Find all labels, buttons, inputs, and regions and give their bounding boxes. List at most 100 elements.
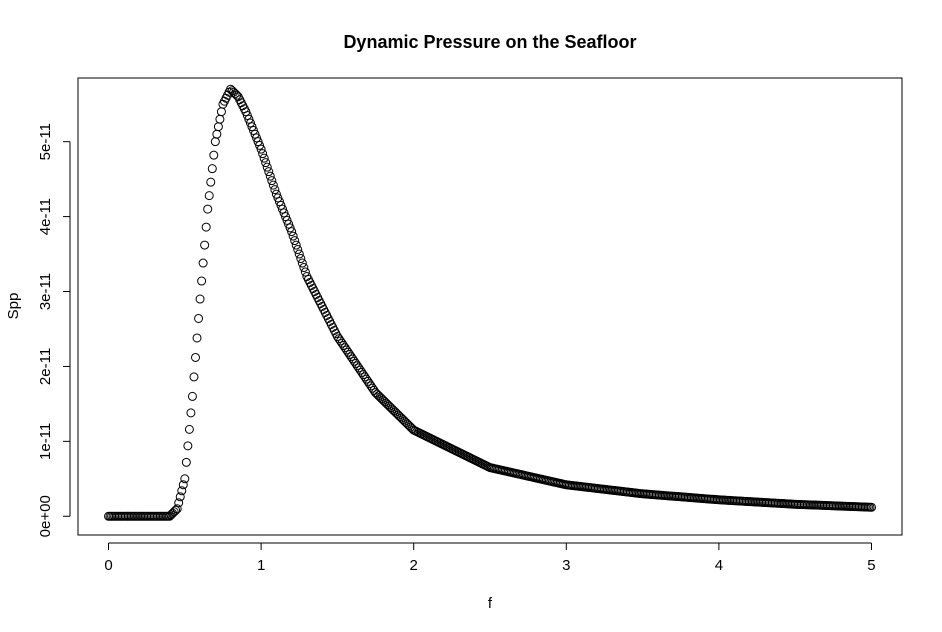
data-point: [169, 507, 179, 517]
data-point: [380, 397, 390, 407]
data-point: [187, 391, 197, 401]
x-tick-label: 1: [257, 557, 265, 574]
data-point: [184, 424, 194, 434]
data-point: [401, 418, 411, 428]
data-point: [203, 204, 213, 214]
data-point: [337, 338, 347, 348]
data-point: [293, 245, 303, 255]
data-point: [262, 162, 272, 172]
data-point: [358, 370, 368, 380]
data-point: [227, 86, 237, 96]
data-point: [287, 227, 297, 237]
x-axis: 0 1 2 3 4 5: [104, 542, 876, 574]
data-point: [297, 258, 307, 268]
x-tick-label: 0: [104, 557, 112, 574]
data-point: [212, 129, 222, 139]
data-point: [387, 404, 397, 414]
y-axis: 0e+00 1e-11 2e-11 3e-11 4e-11 5e-11: [37, 123, 71, 537]
data-point: [343, 347, 353, 357]
y-axis-label: Spp: [5, 293, 22, 320]
x-tick-label: 5: [867, 557, 875, 574]
plot-frame: [77, 77, 903, 536]
data-point: [378, 395, 388, 405]
data-point: [300, 267, 310, 277]
data-point: [259, 153, 269, 163]
data-point: [229, 87, 239, 97]
data-point: [404, 421, 414, 431]
data-point: [866, 502, 876, 512]
data-point: [206, 177, 216, 187]
data-point: [374, 391, 384, 401]
data-point: [354, 363, 364, 373]
data-point: [355, 365, 365, 375]
data-point: [181, 457, 191, 467]
data-point: [166, 510, 176, 520]
data-point: [360, 372, 370, 382]
y-tick-label: 4e-11: [37, 198, 54, 235]
data-point: [395, 412, 405, 422]
data-point: [267, 176, 277, 186]
data-point: [171, 505, 181, 515]
data-point: [334, 334, 344, 344]
data-point: [290, 236, 300, 246]
data-point: [368, 383, 377, 393]
data-point: [389, 406, 399, 416]
data-point: [345, 349, 355, 359]
y-tick-label: 5e-11: [37, 123, 54, 160]
data-point: [195, 294, 205, 304]
data-point: [258, 149, 268, 159]
data-point: [209, 150, 219, 160]
data-point: [348, 354, 358, 364]
data-point: [210, 137, 220, 147]
data-point: [232, 90, 242, 100]
data-point: [270, 185, 280, 195]
data-point: [397, 413, 406, 423]
data-point: [332, 331, 342, 341]
data-point: [183, 441, 193, 451]
data-point: [403, 419, 413, 429]
data-point: [390, 407, 400, 417]
data-point: [340, 343, 350, 353]
y-tick-label: 0e+00: [37, 495, 54, 537]
data-point: [335, 336, 345, 346]
data-point: [393, 410, 403, 420]
data-point: [342, 345, 352, 355]
data-point: [349, 356, 359, 366]
data-point: [213, 122, 223, 132]
data-point: [372, 389, 382, 399]
data-point: [361, 374, 371, 384]
y-tick-label: 1e-11: [37, 423, 54, 460]
data-point: [192, 333, 202, 343]
data-point: [215, 114, 225, 124]
data-point: [346, 352, 356, 362]
y-tick-label: 2e-11: [37, 348, 54, 385]
data-point: [288, 231, 298, 241]
data-point: [294, 249, 304, 259]
data-point: [178, 480, 188, 490]
data-point: [256, 144, 266, 154]
chart-title: Dynamic Pressure on the Seafloor: [343, 32, 636, 52]
data-point: [200, 240, 210, 250]
data-points: [104, 84, 876, 521]
data-point: [230, 89, 240, 99]
data-point: [165, 511, 175, 521]
data-point: [191, 352, 200, 362]
data-point: [197, 276, 207, 286]
data-point: [386, 403, 396, 413]
data-point: [383, 400, 393, 410]
x-tick-label: 3: [562, 557, 570, 574]
data-point: [226, 84, 236, 94]
data-point: [204, 191, 214, 201]
x-tick-label: 4: [715, 557, 723, 574]
data-point: [174, 498, 184, 508]
data-point: [207, 164, 217, 174]
data-point: [194, 313, 204, 323]
data-point: [377, 394, 387, 404]
data-point: [189, 372, 199, 382]
data-point: [363, 376, 373, 386]
data-point: [175, 492, 185, 502]
data-point: [357, 367, 367, 377]
data-point: [299, 263, 309, 273]
data-point: [291, 240, 301, 250]
